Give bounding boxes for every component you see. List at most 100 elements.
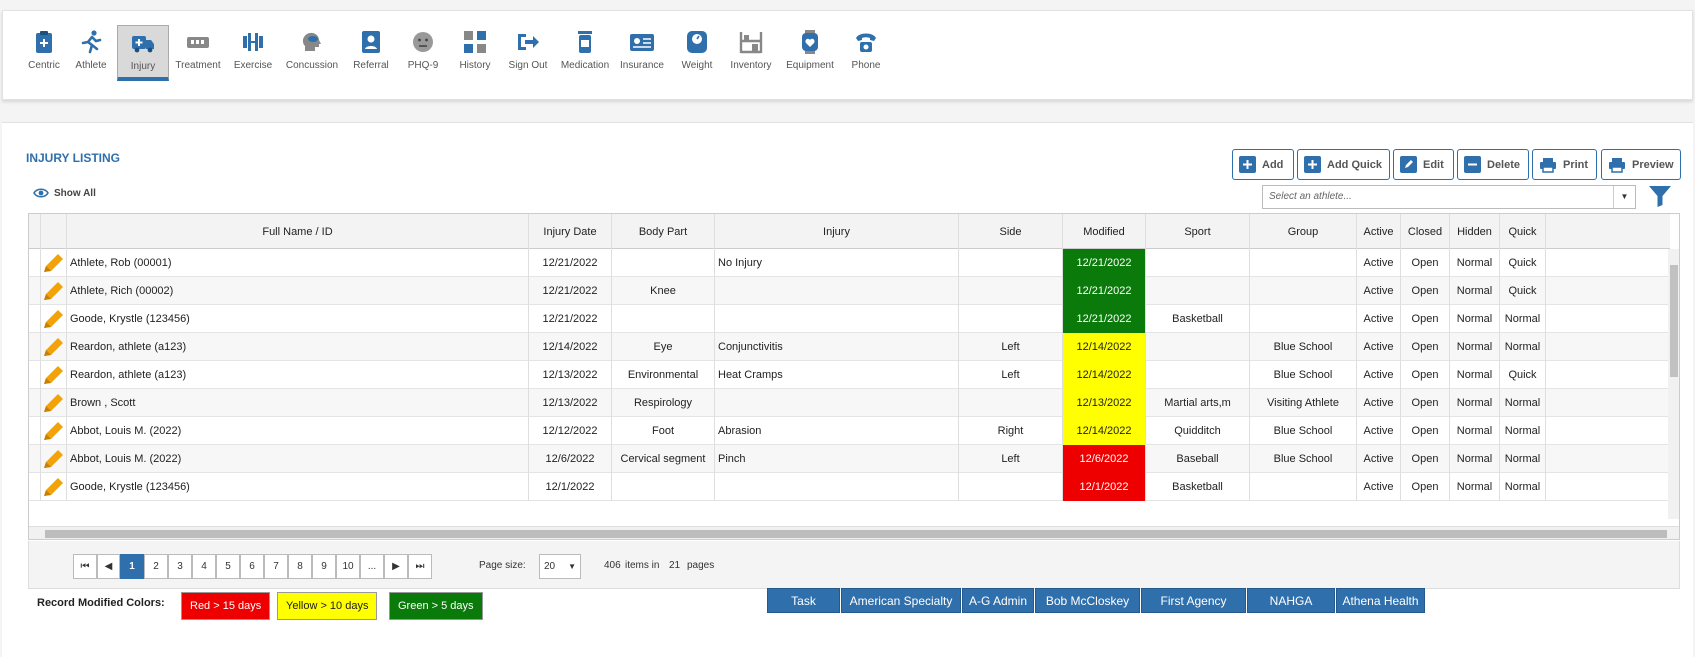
grid-header: Full Name / ID Injury Date Body Part Injury… [29,214,1670,249]
page-button-3[interactable]: 3 [168,554,192,579]
footer-tab-task[interactable]: Task [767,588,840,613]
row-edit-button[interactable] [41,277,67,305]
nav-referral[interactable]: Referral [345,25,397,81]
athlete-select[interactable]: Select an athlete... ▼ [1262,185,1636,209]
column-header-closed[interactable]: Closed [1401,214,1450,249]
nav-phq-9[interactable]: PHQ-9 [397,25,449,81]
horizontal-scroll-thumb[interactable] [45,530,1667,538]
cell-full-name-id: Athlete, Rich (00002) [67,277,529,305]
column-header-quick[interactable]: Quick [1500,214,1546,249]
table-row[interactable]: Goode, Krystle (123456) 12/1/2022 12/1/202… [29,473,1670,501]
last-page-button[interactable]: ⏭ [408,554,432,579]
column-header-hidden[interactable]: Hidden [1450,214,1500,249]
page-button-4[interactable]: 4 [192,554,216,579]
table-row[interactable]: Abbot, Louis M. (2022) 12/6/2022 Cervical … [29,445,1670,473]
vertical-scrollbar[interactable] [1668,249,1679,519]
print-button[interactable]: Print [1532,149,1597,180]
nav-athlete[interactable]: Athlete [65,25,117,81]
footer-tab-a-g-admin[interactable]: A-G Admin [962,588,1034,613]
delete-button[interactable]: Delete [1457,149,1529,180]
page-button-6[interactable]: 6 [240,554,264,579]
pages-count: 21 [669,560,681,571]
header-spacer [29,214,41,249]
footer-tab-athena-health[interactable]: Athena Health [1336,588,1425,613]
cell-hidden: Normal [1450,445,1500,473]
prev-page-button[interactable]: ◀ [97,554,120,579]
nav-exercise[interactable]: Exercise [227,25,279,81]
column-header-injury[interactable]: Injury [715,214,959,249]
column-header-active[interactable]: Active [1357,214,1401,249]
nav-history[interactable]: History [449,25,501,81]
table-row[interactable]: Reardon, athlete (a123) 12/13/2022 Environ… [29,361,1670,389]
column-header-sport[interactable]: Sport [1146,214,1250,249]
add-quick-button[interactable]: Add Quick [1297,149,1390,180]
next-page-button[interactable]: ▶ [384,554,408,579]
table-row[interactable]: Reardon, athlete (a123) 12/14/2022 Eye Conj… [29,333,1670,361]
page-button-10[interactable]: 10 [336,554,360,579]
page-button-1[interactable]: 1 [120,554,144,579]
footer-tab-bob-mccloskey[interactable]: Bob McCloskey [1035,588,1140,613]
nav-medication[interactable]: Medication [555,25,615,81]
preview-button[interactable]: Preview [1601,149,1681,180]
cell-sport: Baseball [1146,445,1250,473]
table-row[interactable]: Athlete, Rich (00002) 12/21/2022 Knee 12/21… [29,277,1670,305]
nav-concussion[interactable]: Concussion [279,25,345,81]
row-spacer [29,473,41,501]
footer-tab-first-agency[interactable]: First Agency [1141,588,1246,613]
table-row[interactable]: Abbot, Louis M. (2022) 12/12/2022 Foot Abra… [29,417,1670,445]
column-header-side[interactable]: Side [959,214,1063,249]
inventory-icon [739,32,763,54]
footer-tab-american-specialty[interactable]: American Specialty [841,588,961,613]
show-all-toggle[interactable]: Show All [33,187,96,199]
row-edit-button[interactable] [41,333,67,361]
cell-active: Active [1357,417,1401,445]
page-size-select[interactable]: 20 ▼ [539,554,581,579]
column-header-injury-date[interactable]: Injury Date [529,214,612,249]
column-header-group[interactable]: Group [1250,214,1357,249]
page-button-8[interactable]: 8 [288,554,312,579]
row-edit-button[interactable] [41,361,67,389]
table-row[interactable]: Goode, Krystle (123456) 12/21/2022 12/21/2… [29,305,1670,333]
cell-closed: Open [1401,417,1450,445]
page-size-label: Page size: [479,560,526,571]
filter-icon[interactable] [1648,184,1672,208]
edit-button[interactable]: Edit [1393,149,1454,180]
chevron-down-icon[interactable]: ▼ [1613,186,1635,208]
row-edit-button[interactable] [41,445,67,473]
cell-hidden: Normal [1450,305,1500,333]
row-edit-button[interactable] [41,417,67,445]
nav-treatment[interactable]: Treatment [169,25,227,81]
cell-group: Blue School [1250,445,1357,473]
nav-label: Weight [681,60,713,71]
nav-sign-out[interactable]: Sign Out [501,25,555,81]
page-button-9[interactable]: 9 [312,554,336,579]
nav-insurance[interactable]: Insurance [615,25,669,81]
nav-centric[interactable]: Centric [23,25,65,81]
add-button[interactable]: Add [1232,149,1294,180]
row-edit-button[interactable] [41,473,67,501]
first-page-button[interactable]: ⏮ [73,554,97,579]
equipment-icon [802,30,818,54]
footer-tab-nahga[interactable]: NAHGA [1247,588,1335,613]
column-header-full-name-id[interactable]: Full Name / ID [67,214,529,249]
cell-closed: Open [1401,361,1450,389]
column-header-body-part[interactable]: Body Part [612,214,715,249]
column-header-modified[interactable]: Modified [1063,214,1146,249]
nav-phone[interactable]: Phone [843,25,889,81]
table-row[interactable]: Brown , Scott 12/13/2022 Respirology 12/13/… [29,389,1670,417]
nav-inventory[interactable]: Inventory [725,25,777,81]
page-button-7[interactable]: 7 [264,554,288,579]
nav-weight[interactable]: Weight [669,25,725,81]
page-button-5[interactable]: 5 [216,554,240,579]
nav-injury[interactable]: Injury [117,25,169,81]
page-button-more[interactable]: ... [360,554,384,579]
vertical-scroll-thumb[interactable] [1670,265,1678,377]
nav-equipment[interactable]: Equipment [777,25,843,81]
row-edit-button[interactable] [41,389,67,417]
row-edit-button[interactable] [41,305,67,333]
row-edit-button[interactable] [41,249,67,277]
page-button-2[interactable]: 2 [144,554,168,579]
table-row[interactable]: Athlete, Rob (00001) 12/21/2022 No Injury 1… [29,249,1670,277]
row-spacer [29,333,41,361]
horizontal-scrollbar[interactable] [29,526,1679,539]
